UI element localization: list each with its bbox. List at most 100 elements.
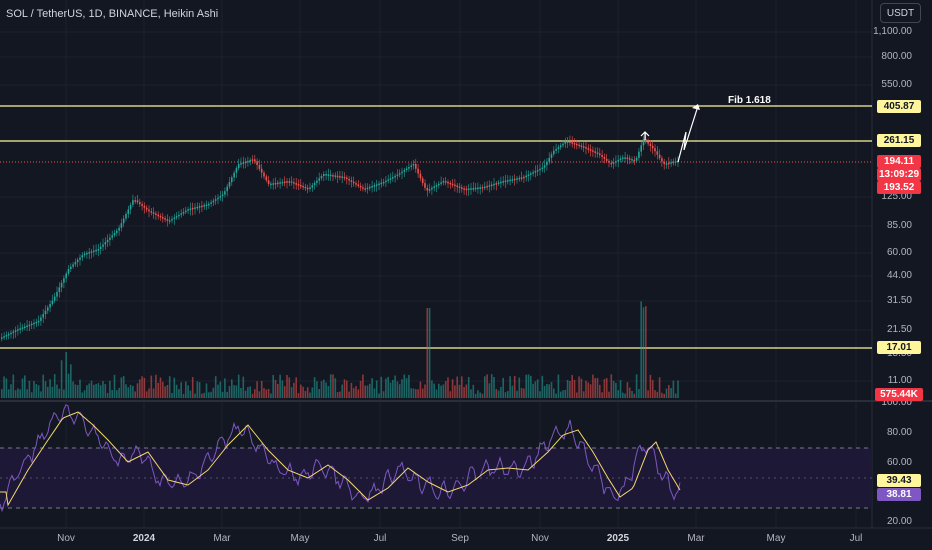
volume-bar	[97, 383, 100, 398]
volume-bar	[419, 381, 422, 398]
volume-bar	[168, 376, 171, 398]
time-label: Mar	[213, 533, 231, 544]
candle-body	[24, 326, 26, 328]
volume-bar	[472, 384, 475, 398]
fib-level-badge: 405.87	[877, 100, 921, 113]
candle-body	[458, 186, 461, 188]
candle-body	[520, 177, 523, 179]
candle-body	[504, 180, 507, 183]
candle-body	[111, 235, 113, 238]
currency-button[interactable]: USDT	[880, 3, 921, 23]
volume-bar	[178, 389, 180, 398]
last-price-badge: 194.11	[877, 155, 921, 168]
volume-bar	[93, 384, 95, 398]
candle-body	[649, 143, 652, 146]
candle-body	[1, 337, 3, 339]
candle-body	[26, 325, 28, 328]
candle-body	[658, 154, 661, 159]
candle-body	[346, 177, 348, 180]
volume-bar	[668, 385, 670, 398]
volume-bar	[3, 376, 5, 398]
volume-bar	[63, 389, 65, 398]
volume-bar	[417, 389, 419, 398]
volume-bar	[364, 385, 366, 398]
volume-bar	[226, 391, 228, 398]
candle-body	[88, 252, 90, 254]
volume-bar	[428, 308, 431, 398]
candle-body	[320, 176, 323, 179]
volume-bar	[106, 392, 109, 398]
volume-bar	[49, 379, 51, 398]
volume-bar	[235, 385, 238, 398]
volume-bar	[42, 374, 44, 398]
candle-body	[589, 149, 592, 151]
candle-body	[497, 182, 500, 184]
candle-body	[97, 249, 100, 251]
candle-body	[90, 251, 93, 253]
volume-bar	[56, 384, 58, 398]
volume-bar	[369, 383, 371, 398]
volume-bar	[173, 377, 176, 398]
volume-bar	[615, 382, 617, 398]
volume-bar	[670, 387, 672, 398]
candle-body	[502, 181, 504, 183]
candle-body	[442, 181, 445, 183]
candle-body	[582, 146, 585, 148]
volume-bar	[198, 382, 201, 398]
candle-body	[651, 145, 654, 149]
symbol-title[interactable]: SOL / TetherUS, 1D, BINANCE, Heikin Ashi	[6, 8, 219, 20]
volume-bar	[70, 364, 72, 398]
candle-body	[256, 161, 258, 165]
volume-bar	[311, 387, 314, 398]
rsi-band-background	[0, 448, 872, 508]
candle-body	[461, 187, 463, 189]
volume-bar	[612, 380, 615, 398]
candle-body	[30, 323, 33, 326]
volume-bar	[72, 381, 74, 398]
candle-body	[325, 174, 327, 176]
candle-body	[109, 237, 111, 240]
volume-bar	[624, 393, 626, 398]
volume-bar	[610, 374, 613, 398]
volume-bars	[1, 301, 679, 398]
candle-body	[352, 181, 355, 184]
volume-bar	[470, 389, 472, 398]
candle-body	[546, 161, 548, 166]
volume-bar	[389, 382, 392, 398]
volume-bar	[228, 386, 231, 398]
volume-bar	[497, 390, 500, 398]
candle-body	[527, 174, 530, 176]
volume-bar	[385, 378, 387, 398]
volume-bar	[217, 384, 219, 398]
volume-bar	[484, 376, 486, 398]
candle-body	[254, 159, 256, 162]
candle-body	[63, 278, 65, 283]
rsi-tick: 60.00	[886, 457, 912, 468]
volume-bar	[224, 378, 226, 398]
candle-body	[51, 300, 54, 304]
projection-arrow[interactable]	[677, 105, 699, 163]
candle-body	[668, 162, 670, 165]
volume-bar	[65, 352, 67, 398]
volume-bar	[520, 388, 523, 398]
volume-bar	[415, 389, 417, 398]
candle-body	[484, 186, 486, 189]
candle-body	[405, 168, 408, 171]
candle-body	[663, 161, 665, 164]
volume-bar	[19, 389, 21, 398]
candle-body	[339, 176, 341, 178]
volume-bar	[150, 375, 153, 398]
volume-bar	[258, 391, 261, 398]
candle-body	[518, 177, 521, 180]
volume-bar	[677, 380, 679, 398]
candle-body	[295, 183, 297, 185]
support-badge: 17.01	[877, 341, 921, 354]
volume-bar	[502, 377, 504, 398]
volume-bar	[481, 393, 484, 398]
volume-bar	[120, 377, 123, 398]
candle-body	[283, 181, 286, 184]
volume-bar	[116, 390, 118, 398]
candle-body	[615, 161, 617, 163]
candle-body	[490, 184, 493, 187]
